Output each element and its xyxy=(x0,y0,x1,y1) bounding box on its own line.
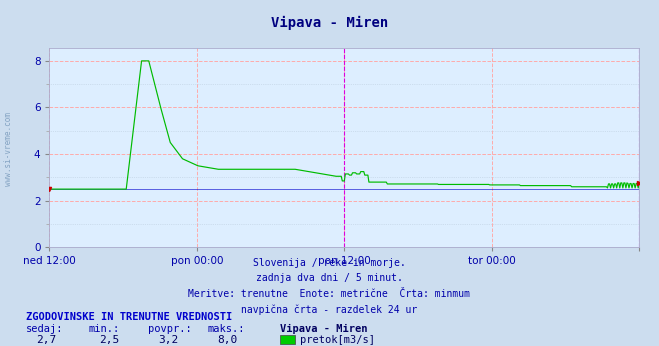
Text: min.:: min.: xyxy=(89,325,120,334)
Text: 3,2: 3,2 xyxy=(158,335,179,345)
Text: zadnja dva dni / 5 minut.: zadnja dva dni / 5 minut. xyxy=(256,273,403,283)
Text: 2,5: 2,5 xyxy=(99,335,119,345)
Text: 2,7: 2,7 xyxy=(36,335,57,345)
Text: Vipava - Miren: Vipava - Miren xyxy=(280,325,368,334)
Text: povpr.:: povpr.: xyxy=(148,325,192,334)
Text: Vipava - Miren: Vipava - Miren xyxy=(271,16,388,30)
Text: pretok[m3/s]: pretok[m3/s] xyxy=(300,335,375,345)
Text: sedaj:: sedaj: xyxy=(26,325,64,334)
Text: ZGODOVINSKE IN TRENUTNE VREDNOSTI: ZGODOVINSKE IN TRENUTNE VREDNOSTI xyxy=(26,312,233,321)
Text: maks.:: maks.: xyxy=(208,325,245,334)
Text: www.si-vreme.com: www.si-vreme.com xyxy=(4,112,13,186)
Text: Meritve: trenutne  Enote: metrične  Črta: minmum: Meritve: trenutne Enote: metrične Črta: … xyxy=(188,289,471,299)
Text: Slovenija / reke in morje.: Slovenija / reke in morje. xyxy=(253,258,406,268)
Text: navpična črta - razdelek 24 ur: navpična črta - razdelek 24 ur xyxy=(241,304,418,315)
Text: 8,0: 8,0 xyxy=(217,335,238,345)
